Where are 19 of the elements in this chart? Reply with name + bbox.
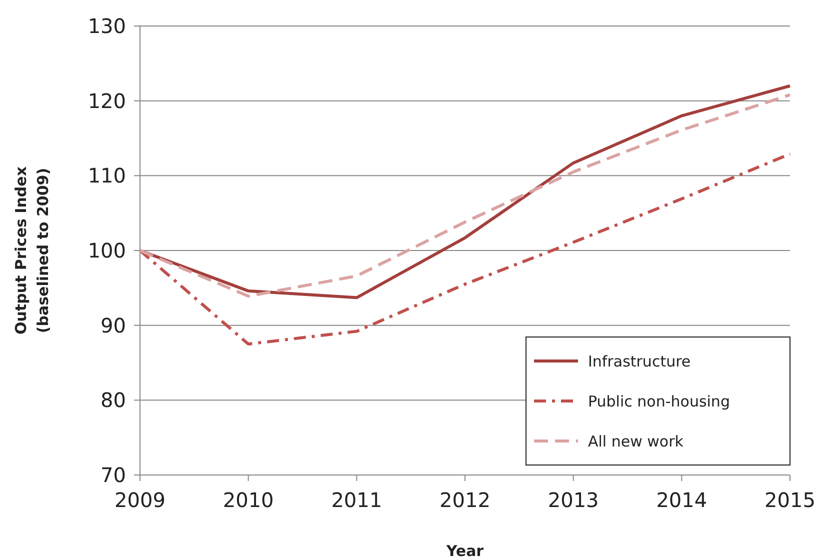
legend-label: All new work [588,432,684,450]
x-tick-label: 2013 [548,488,599,512]
x-tick-label: 2010 [222,488,274,512]
y-tick-label: 130 [88,14,126,38]
legend-label: Public non-housing [588,392,730,410]
y-tick-label: 100 [88,238,126,262]
y-tick-label: 80 [100,388,126,412]
y-tick-label: 110 [88,164,126,188]
y-tick-label: 120 [88,88,126,113]
y-axis-title: Output Prices Index (baselined to 2009) [12,166,52,335]
y-tick-label: 70 [100,463,126,487]
x-tick-label: 2009 [114,488,166,512]
x-axis-title: Year [445,542,484,560]
y-tick-label: 90 [100,313,126,338]
x-tick-label: 2015 [764,488,816,512]
x-tick-label: 2014 [656,488,708,512]
legend-label: Infrastructure [588,352,691,370]
x-tick-label: 2011 [331,488,382,512]
x-tick-label: 2012 [440,488,490,512]
